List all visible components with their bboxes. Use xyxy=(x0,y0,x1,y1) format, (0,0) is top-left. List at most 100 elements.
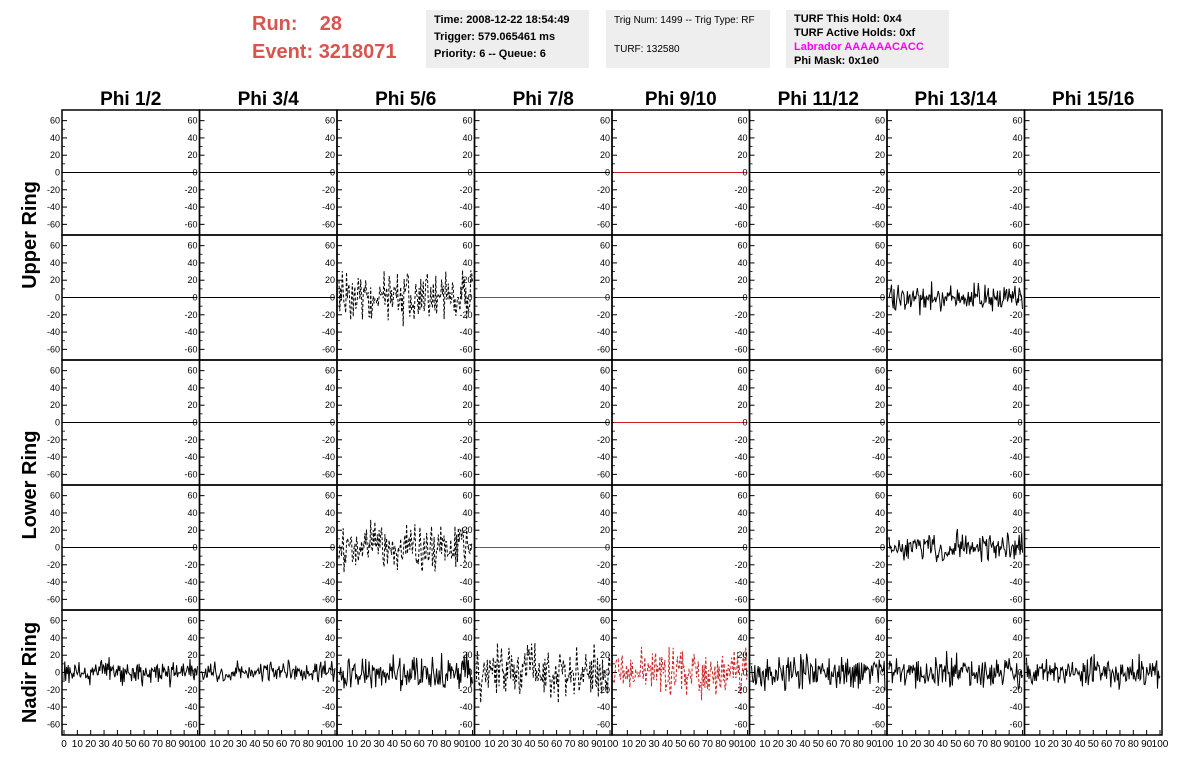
y-tick-label: 0 xyxy=(55,168,60,178)
x-tick-label: 100 xyxy=(327,739,344,750)
x-tick-label: 90 xyxy=(1004,739,1016,750)
y-tick-label: 0 xyxy=(330,418,335,428)
y-tick-label: -20 xyxy=(597,560,610,570)
y-tick-label: 60 xyxy=(325,366,335,376)
y-tick-label: 60 xyxy=(875,116,885,126)
y-tick-label: 60 xyxy=(875,491,885,501)
x-tick-label: 90 xyxy=(729,739,741,750)
y-tick-label: 0 xyxy=(1017,543,1022,553)
y-tick-label: 60 xyxy=(462,616,472,626)
y-tick-label: -40 xyxy=(184,452,197,462)
y-tick-label: -60 xyxy=(184,219,197,229)
waveform-trace xyxy=(888,528,1023,563)
y-tick-label: 0 xyxy=(605,543,610,553)
y-tick-label: 0 xyxy=(742,668,747,678)
y-tick-label: 40 xyxy=(50,508,60,518)
y-tick-label: 60 xyxy=(50,616,60,626)
x-tick-label: 90 xyxy=(866,739,878,750)
y-tick-label: -60 xyxy=(459,594,472,604)
y-tick-label: -40 xyxy=(1009,577,1022,587)
y-tick-label: -60 xyxy=(734,219,747,229)
y-tick-label: -40 xyxy=(1009,702,1022,712)
y-tick-label: 20 xyxy=(1012,400,1022,410)
y-tick-label: 0 xyxy=(880,418,885,428)
y-tick-label: -60 xyxy=(597,219,610,229)
y-tick-label: 20 xyxy=(187,150,197,160)
y-tick-label: 60 xyxy=(1012,116,1022,126)
y-tick-label: -40 xyxy=(459,702,472,712)
y-tick-label: 40 xyxy=(1012,133,1022,143)
x-tick-label: 60 xyxy=(964,739,976,750)
y-tick-label: 60 xyxy=(1012,366,1022,376)
waveform-trace xyxy=(751,653,886,692)
y-tick-label: 0 xyxy=(467,293,472,303)
y-tick-label: 0 xyxy=(467,668,472,678)
y-tick-label: -20 xyxy=(322,560,335,570)
y-tick-label: -40 xyxy=(184,327,197,337)
y-tick-label: 0 xyxy=(330,543,335,553)
x-tick-label: 70 xyxy=(702,739,714,750)
y-tick-label: 0 xyxy=(55,418,60,428)
y-tick-label: 20 xyxy=(462,150,472,160)
y-tick-label: -60 xyxy=(184,719,197,729)
y-tick-label: -20 xyxy=(47,185,60,195)
x-tick-label: 90 xyxy=(316,739,328,750)
y-tick-label: 20 xyxy=(737,400,747,410)
x-tick-label: 20 xyxy=(773,739,785,750)
y-tick-label: 0 xyxy=(467,418,472,428)
y-tick-label: -40 xyxy=(459,452,472,462)
y-tick-label: -60 xyxy=(47,219,60,229)
y-tick-label: 60 xyxy=(50,116,60,126)
x-tick-label: 40 xyxy=(662,739,674,750)
y-tick-label: 20 xyxy=(187,525,197,535)
y-tick-label: -60 xyxy=(1009,469,1022,479)
y-tick-label: -60 xyxy=(597,469,610,479)
y-tick-label: 20 xyxy=(462,275,472,285)
y-tick-label: 40 xyxy=(1012,383,1022,393)
y-tick-label: 40 xyxy=(187,508,197,518)
x-tick-label: 70 xyxy=(152,739,164,750)
column-header: Phi 5/6 xyxy=(375,89,436,110)
y-tick-label: -20 xyxy=(1009,435,1022,445)
y-tick-label: -60 xyxy=(459,219,472,229)
y-tick-label: -60 xyxy=(734,344,747,354)
x-tick-label: 20 xyxy=(635,739,647,750)
x-tick-label: 100 xyxy=(1014,739,1031,750)
y-tick-label: 0 xyxy=(605,418,610,428)
y-tick-label: 0 xyxy=(192,543,197,553)
x-tick-label: 20 xyxy=(498,739,510,750)
x-tick-label: 70 xyxy=(977,739,989,750)
y-tick-label: 20 xyxy=(600,650,610,660)
x-tick-label: 20 xyxy=(1048,739,1060,750)
y-tick-label: -40 xyxy=(47,452,60,462)
y-tick-label: 40 xyxy=(875,383,885,393)
y-tick-label: 0 xyxy=(55,293,60,303)
y-tick-label: -40 xyxy=(734,577,747,587)
x-tick-label: 100 xyxy=(602,739,619,750)
y-tick-label: 60 xyxy=(737,616,747,626)
y-tick-label: -40 xyxy=(597,327,610,337)
y-tick-label: -20 xyxy=(872,310,885,320)
y-tick-label: -20 xyxy=(47,685,60,695)
y-tick-label: -40 xyxy=(872,702,885,712)
y-tick-label: -20 xyxy=(459,560,472,570)
y-tick-label: 40 xyxy=(1012,258,1022,268)
phi-mask-text: Phi Mask: 0x1e0 xyxy=(794,55,879,67)
x-tick-label: 30 xyxy=(786,739,798,750)
y-tick-label: -60 xyxy=(184,344,197,354)
y-tick-label: 40 xyxy=(50,383,60,393)
y-tick-label: 40 xyxy=(325,258,335,268)
y-tick-label: 20 xyxy=(737,275,747,285)
y-tick-label: -40 xyxy=(184,202,197,212)
y-tick-label: -60 xyxy=(322,469,335,479)
x-tick-label: 40 xyxy=(1074,739,1086,750)
x-tick-label: 30 xyxy=(511,739,523,750)
y-tick-label: 0 xyxy=(1017,668,1022,678)
x-tick-label: 70 xyxy=(564,739,576,750)
x-tick-label: 70 xyxy=(839,739,851,750)
y-tick-label: 40 xyxy=(875,133,885,143)
y-tick-label: 40 xyxy=(462,258,472,268)
x-tick-label: 80 xyxy=(440,739,452,750)
y-tick-label: 40 xyxy=(325,508,335,518)
y-tick-label: 60 xyxy=(325,241,335,251)
